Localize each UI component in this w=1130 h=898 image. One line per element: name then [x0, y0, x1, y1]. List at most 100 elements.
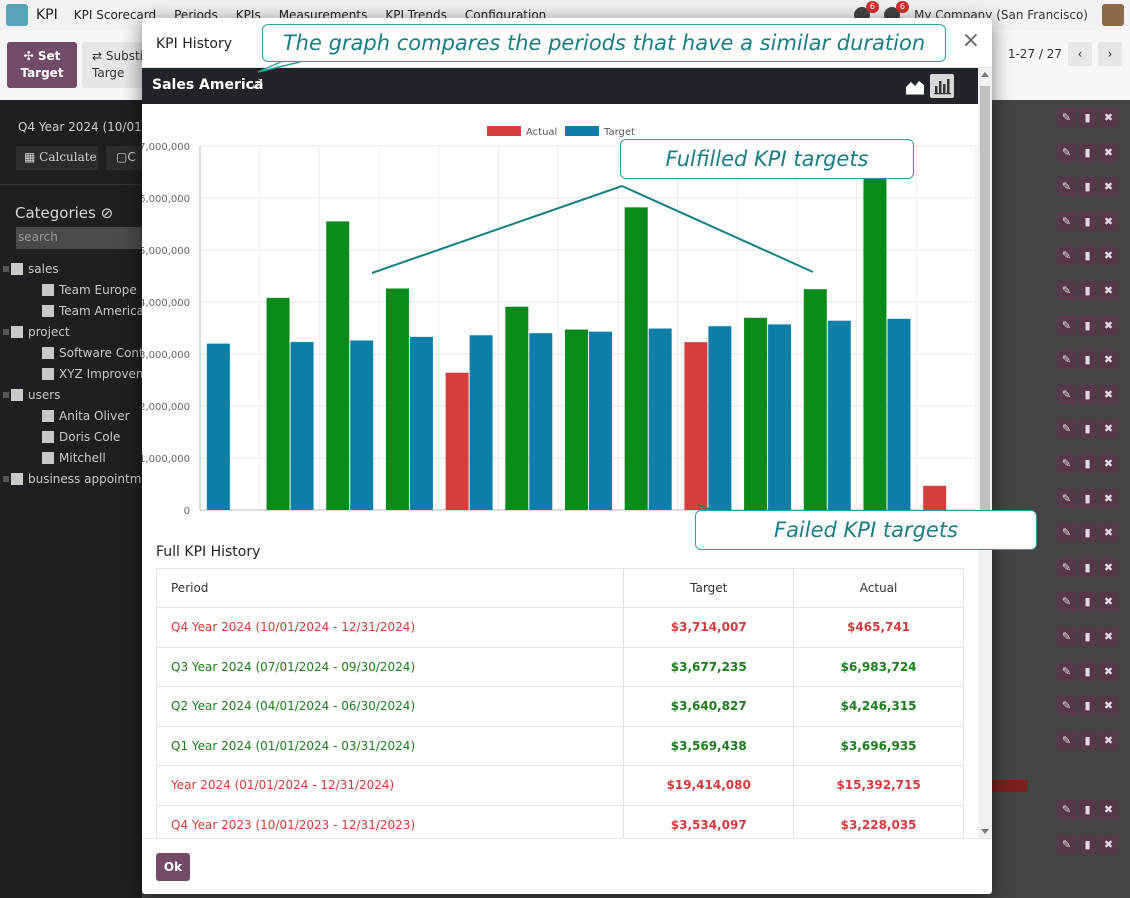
edit-icon[interactable]: ✎: [1057, 177, 1076, 197]
edit-icon[interactable]: ✎: [1057, 800, 1076, 819]
pager-next-button[interactable]: ›: [1098, 42, 1122, 66]
table-row[interactable]: Q4 Year 2024 (10/01/2024 - 12/31/2024) $3…: [155, 607, 964, 648]
calculate-button[interactable]: ▦ Calculate: [16, 146, 98, 170]
chart-icon[interactable]: ▮: [1078, 557, 1097, 577]
chart-icon[interactable]: ▮: [1078, 384, 1097, 404]
ok-button[interactable]: Ok: [156, 853, 190, 881]
delete-icon[interactable]: ✖: [1099, 523, 1118, 543]
edit-icon[interactable]: ✎: [1057, 454, 1076, 473]
set-target-button[interactable]: ✣ Set Target: [7, 42, 77, 88]
edit-icon[interactable]: ✎: [1057, 834, 1076, 854]
delete-icon[interactable]: ✖: [1099, 108, 1118, 127]
category-checkbox[interactable]: [42, 451, 54, 464]
delete-icon[interactable]: ✖: [1099, 696, 1118, 716]
delete-icon[interactable]: ✖: [1099, 627, 1118, 646]
area-chart-icon[interactable]: [904, 75, 926, 97]
category-item[interactable]: Team America: [0, 300, 144, 321]
delete-icon[interactable]: ✖: [1099, 454, 1118, 473]
delete-icon[interactable]: ✖: [1099, 384, 1118, 404]
chart-icon[interactable]: ▮: [1078, 730, 1097, 750]
table-row[interactable]: Q4 Year 2023 (10/01/2023 - 12/31/2023) $3…: [155, 804, 964, 838]
chart-icon[interactable]: ▮: [1078, 800, 1097, 819]
table-row[interactable]: Q3 Year 2024 (07/01/2024 - 09/30/2024) $3…: [155, 646, 964, 687]
delete-icon[interactable]: ✖: [1099, 834, 1118, 854]
edit-icon[interactable]: ✎: [1057, 592, 1076, 612]
chart-icon[interactable]: ▮: [1078, 523, 1097, 543]
chart-icon[interactable]: ▮: [1078, 246, 1097, 266]
bar-chart-icon[interactable]: [930, 74, 954, 98]
category-search-input[interactable]: search: [16, 227, 142, 249]
pager-prev-button[interactable]: ‹: [1068, 42, 1092, 66]
edit-icon[interactable]: ✎: [1057, 108, 1076, 127]
category-item[interactable]: sales: [0, 258, 142, 279]
delete-icon[interactable]: ✖: [1099, 661, 1118, 681]
chart-icon[interactable]: ▮: [1078, 454, 1097, 473]
edit-icon[interactable]: ✎: [1057, 523, 1076, 543]
chart-icon[interactable]: ▮: [1078, 488, 1097, 508]
edit-icon[interactable]: ✎: [1057, 281, 1076, 300]
chart-icon[interactable]: ▮: [1078, 661, 1097, 681]
category-checkbox[interactable]: [42, 409, 54, 422]
edit-icon[interactable]: ✎: [1057, 315, 1076, 335]
edit-icon[interactable]: ✎: [1057, 419, 1076, 439]
category-checkbox[interactable]: [42, 346, 54, 359]
edit-icon[interactable]: ✎: [1057, 661, 1076, 681]
close-icon[interactable]: ×: [961, 28, 980, 53]
category-item[interactable]: Anita Oliver: [0, 405, 142, 426]
period-selector[interactable]: Q4 Year 2024 (10/01/: [18, 120, 146, 134]
category-checkbox[interactable]: [42, 304, 54, 317]
edit-icon[interactable]: ✎: [1057, 211, 1076, 231]
category-checkbox[interactable]: [42, 283, 54, 296]
category-item[interactable]: project: [0, 321, 142, 342]
category-checkbox[interactable]: [11, 262, 23, 275]
delete-icon[interactable]: ✖: [1099, 177, 1118, 197]
edit-icon[interactable]: ✎: [1057, 384, 1076, 404]
category-item[interactable]: Mitchell: [0, 447, 142, 468]
delete-icon[interactable]: ✖: [1099, 419, 1118, 439]
category-item[interactable]: Software Conti: [0, 342, 147, 363]
table-row[interactable]: Q2 Year 2024 (04/01/2024 - 06/30/2024) $3…: [155, 686, 964, 727]
secondary-button[interactable]: ▢C: [106, 146, 142, 170]
category-item[interactable]: business appointm: [0, 468, 142, 489]
scroll-up-icon[interactable]: [981, 72, 989, 77]
category-item[interactable]: users: [0, 384, 142, 405]
user-avatar[interactable]: [1102, 4, 1124, 26]
substitute-target-button[interactable]: ⇄ Substi Targe: [82, 42, 144, 88]
chart-icon[interactable]: ▮: [1078, 592, 1097, 612]
app-name[interactable]: KPI: [36, 7, 58, 23]
clear-icon[interactable]: ⊘: [100, 204, 114, 222]
menu-kpi-scorecard[interactable]: KPI Scorecard: [73, 8, 157, 22]
tree-toggle-icon[interactable]: [3, 391, 9, 398]
chart-icon[interactable]: ▮: [1078, 419, 1097, 439]
column-header-target[interactable]: Target: [623, 568, 795, 608]
tree-toggle-icon[interactable]: [3, 475, 9, 482]
dialog-scrollbar[interactable]: [978, 68, 992, 838]
scrollbar-thumb[interactable]: [980, 86, 990, 516]
chart-icon[interactable]: ▮: [1078, 627, 1097, 646]
delete-icon[interactable]: ✖: [1099, 315, 1118, 335]
chart-icon[interactable]: ▮: [1078, 177, 1097, 197]
chart-icon[interactable]: ▮: [1078, 350, 1097, 370]
chart-icon[interactable]: ▮: [1078, 315, 1097, 335]
edit-icon[interactable]: ✎: [1057, 696, 1076, 716]
chart-icon[interactable]: ▮: [1078, 834, 1097, 854]
expand-icon[interactable]: ⤢: [252, 77, 263, 92]
delete-icon[interactable]: ✖: [1099, 557, 1118, 577]
chart-icon[interactable]: ▮: [1078, 281, 1097, 300]
edit-icon[interactable]: ✎: [1057, 350, 1076, 370]
column-header-actual[interactable]: Actual: [793, 568, 964, 608]
category-checkbox[interactable]: [11, 325, 23, 338]
chart-icon[interactable]: ▮: [1078, 211, 1097, 231]
chart-icon[interactable]: ▮: [1078, 696, 1097, 716]
delete-icon[interactable]: ✖: [1099, 142, 1118, 162]
delete-icon[interactable]: ✖: [1099, 800, 1118, 819]
delete-icon[interactable]: ✖: [1099, 246, 1118, 266]
edit-icon[interactable]: ✎: [1057, 142, 1076, 162]
delete-icon[interactable]: ✖: [1099, 281, 1118, 300]
edit-icon[interactable]: ✎: [1057, 730, 1076, 750]
chart-icon[interactable]: ▮: [1078, 142, 1097, 162]
category-checkbox[interactable]: [11, 388, 23, 401]
app-logo-icon[interactable]: [6, 4, 28, 26]
delete-icon[interactable]: ✖: [1099, 488, 1118, 508]
table-row[interactable]: Year 2024 (01/01/2024 - 12/31/2024) $19,4…: [155, 765, 964, 806]
